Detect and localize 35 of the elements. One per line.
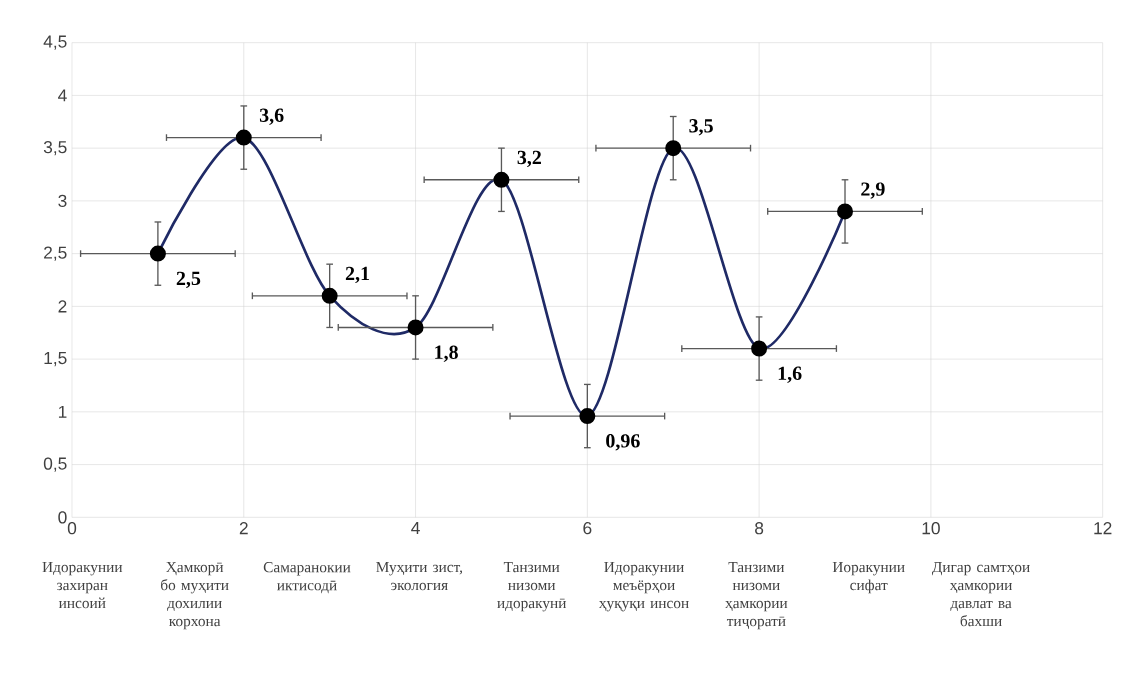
text: Идоракунии меъёрҳои ҳуқуқи инсон: [598, 562, 689, 612]
x-tick-label: 0: [67, 522, 77, 535]
text: Самаранокии иктисодӣ: [263, 562, 351, 594]
x-tick-label: 8: [755, 522, 764, 535]
data-label: 3,6: [259, 108, 284, 126]
data-label: 0,96: [606, 434, 640, 451]
text: Ҳамкорӣ бо муҳити дохилии корхона: [161, 562, 229, 630]
y-tick-label: 3: [58, 194, 67, 208]
text: Иоракунии сифат: [832, 562, 905, 594]
data-label: 1,6: [778, 366, 802, 384]
x-tick-label: 2: [239, 522, 248, 535]
y-tick-label: 4,5: [43, 35, 67, 50]
data-label: 2,5: [176, 271, 201, 289]
data-label: 2,1: [345, 266, 370, 284]
text: Танзими низоми идоракунӣ: [497, 562, 567, 612]
text: Дигар самтҳои ҳамкории давлат ва бахши: [932, 562, 1030, 627]
x-tick-label: 10: [922, 522, 940, 535]
y-tick-label: 3,5: [43, 141, 67, 156]
y-tick-label: 4: [58, 89, 67, 102]
y-tick-label: 2,5: [44, 246, 67, 261]
data-label: 3,2: [517, 150, 541, 168]
y-tick-label: 2: [58, 300, 67, 313]
text: Муҳити зист, экология: [376, 562, 463, 591]
x-tick-label: 4: [411, 522, 420, 535]
data-label: 3,5: [689, 119, 713, 136]
y-tick-label: 0,5: [43, 457, 67, 472]
y-tick-label: 1,5: [44, 352, 67, 367]
data-label: 2,9: [861, 182, 885, 199]
y-tick-label: 1: [58, 406, 67, 418]
x-tick-label: 12: [1094, 522, 1112, 535]
data-label: 1,8: [435, 345, 458, 363]
text: Танзими низоми ҳамкории тиҷоратӣ: [725, 562, 788, 630]
x-tick-label: 6: [583, 522, 592, 535]
text: Идоракунии захиран инсоий: [42, 562, 123, 609]
y-tick-label: 0: [58, 511, 67, 524]
